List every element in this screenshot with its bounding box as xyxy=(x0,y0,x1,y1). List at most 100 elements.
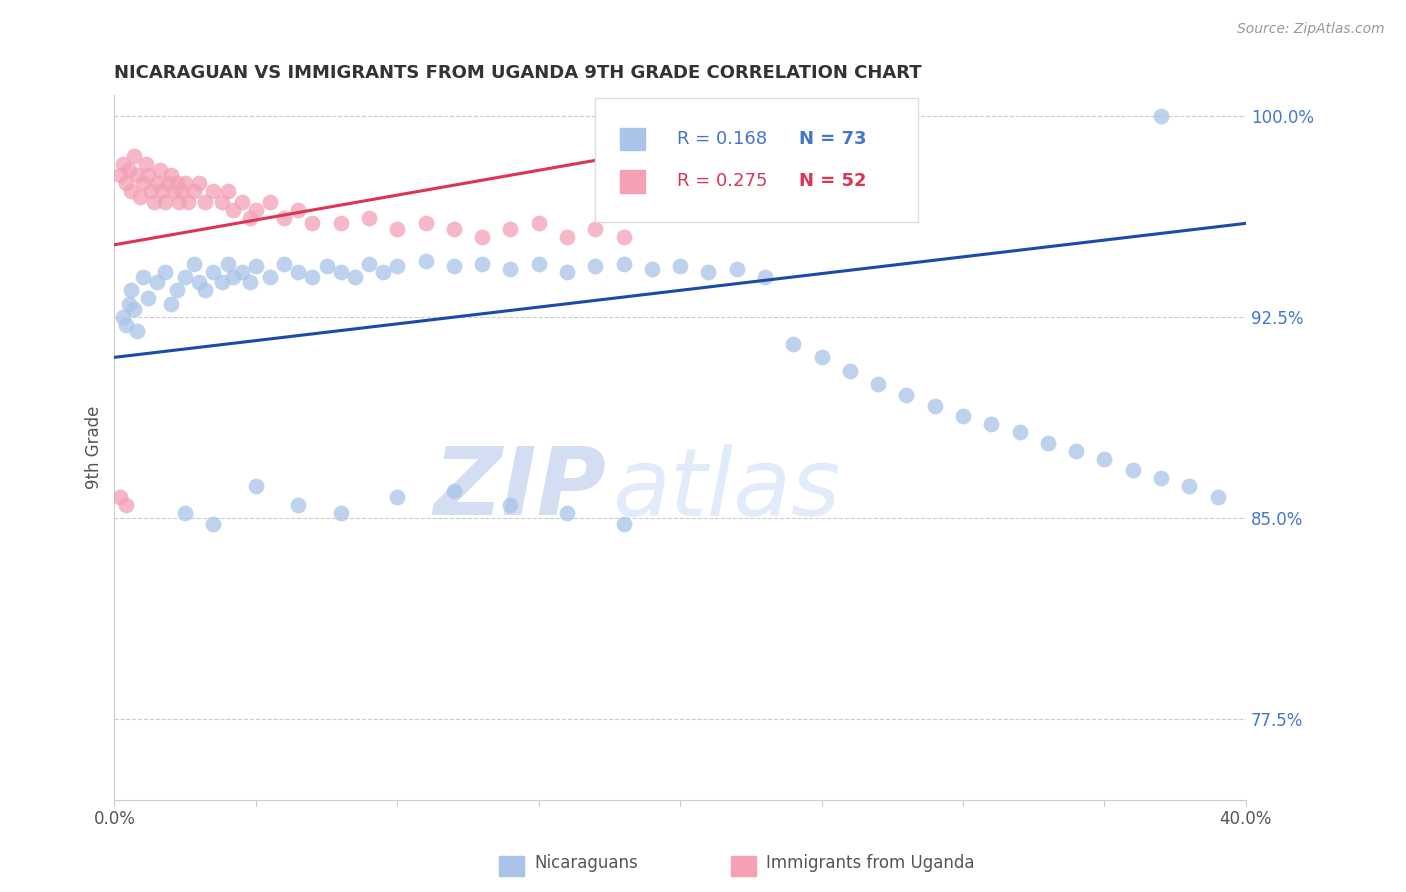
Point xyxy=(471,256,494,270)
Point xyxy=(287,202,309,217)
Point xyxy=(329,506,352,520)
Point xyxy=(217,256,239,270)
Point xyxy=(357,211,380,225)
Point xyxy=(111,157,134,171)
Point xyxy=(217,184,239,198)
Point xyxy=(163,184,186,198)
Bar xyxy=(620,128,645,151)
Point xyxy=(155,264,177,278)
Point xyxy=(183,184,205,198)
Point xyxy=(160,168,183,182)
Point xyxy=(1178,479,1201,493)
Point xyxy=(259,194,281,209)
Point xyxy=(111,310,134,325)
Point xyxy=(166,284,188,298)
Point xyxy=(222,269,245,284)
Point xyxy=(108,490,131,504)
Point xyxy=(131,176,153,190)
Point xyxy=(782,337,804,351)
Point xyxy=(387,221,409,235)
Point xyxy=(211,275,233,289)
Point xyxy=(387,490,409,504)
Point xyxy=(555,229,578,244)
Point xyxy=(146,275,169,289)
Point xyxy=(924,399,946,413)
Point xyxy=(149,162,172,177)
Point xyxy=(172,184,194,198)
Point xyxy=(143,194,166,209)
Point xyxy=(117,162,139,177)
Point xyxy=(612,229,634,244)
Point xyxy=(202,184,225,198)
Point xyxy=(329,216,352,230)
Point xyxy=(231,264,253,278)
Point xyxy=(1008,425,1031,440)
Point xyxy=(555,264,578,278)
Point xyxy=(273,256,295,270)
Point xyxy=(443,484,465,499)
Point xyxy=(114,318,136,333)
Point xyxy=(146,176,169,190)
Point xyxy=(443,259,465,273)
Point xyxy=(174,269,197,284)
Point xyxy=(315,259,337,273)
Point xyxy=(141,184,163,198)
Point xyxy=(980,417,1002,432)
Text: NICARAGUAN VS IMMIGRANTS FROM UGANDA 9TH GRADE CORRELATION CHART: NICARAGUAN VS IMMIGRANTS FROM UGANDA 9TH… xyxy=(114,64,922,82)
Point xyxy=(155,194,177,209)
Text: N = 73: N = 73 xyxy=(799,130,866,148)
Point xyxy=(527,256,550,270)
Point xyxy=(612,516,634,531)
FancyBboxPatch shape xyxy=(595,98,918,221)
Point xyxy=(287,498,309,512)
Point xyxy=(122,149,145,163)
Point xyxy=(239,211,262,225)
Point xyxy=(371,264,394,278)
Point xyxy=(754,269,776,284)
Point xyxy=(415,253,437,268)
Point xyxy=(443,221,465,235)
Point xyxy=(387,259,409,273)
Point xyxy=(157,176,180,190)
Point xyxy=(120,284,142,298)
Point xyxy=(415,216,437,230)
Point xyxy=(1150,471,1173,485)
Point xyxy=(194,194,217,209)
Text: R = 0.275: R = 0.275 xyxy=(676,172,768,190)
Bar xyxy=(620,170,645,193)
Point xyxy=(343,269,366,284)
Point xyxy=(952,409,974,424)
Text: atlas: atlas xyxy=(612,444,841,535)
Point xyxy=(1092,452,1115,467)
Point xyxy=(202,516,225,531)
Y-axis label: 9th Grade: 9th Grade xyxy=(86,406,103,489)
Point xyxy=(273,211,295,225)
Point xyxy=(527,216,550,230)
Point xyxy=(725,261,748,276)
Point xyxy=(499,261,522,276)
Point xyxy=(287,264,309,278)
Point xyxy=(669,259,692,273)
Text: Nicaraguans: Nicaraguans xyxy=(534,855,638,872)
Point xyxy=(499,221,522,235)
Point xyxy=(188,176,211,190)
Point xyxy=(138,168,160,182)
Point xyxy=(128,189,150,203)
Point xyxy=(188,275,211,289)
Point xyxy=(231,194,253,209)
Point xyxy=(117,297,139,311)
Point xyxy=(697,264,720,278)
Point xyxy=(125,168,148,182)
Point xyxy=(169,194,191,209)
Point xyxy=(114,498,136,512)
Text: ZIP: ZIP xyxy=(433,443,606,535)
Text: N = 52: N = 52 xyxy=(799,172,866,190)
Point xyxy=(259,269,281,284)
Point xyxy=(152,184,174,198)
Point xyxy=(177,194,200,209)
Point xyxy=(120,184,142,198)
Point xyxy=(166,176,188,190)
Point xyxy=(194,284,217,298)
Point xyxy=(329,264,352,278)
Point xyxy=(1150,109,1173,123)
